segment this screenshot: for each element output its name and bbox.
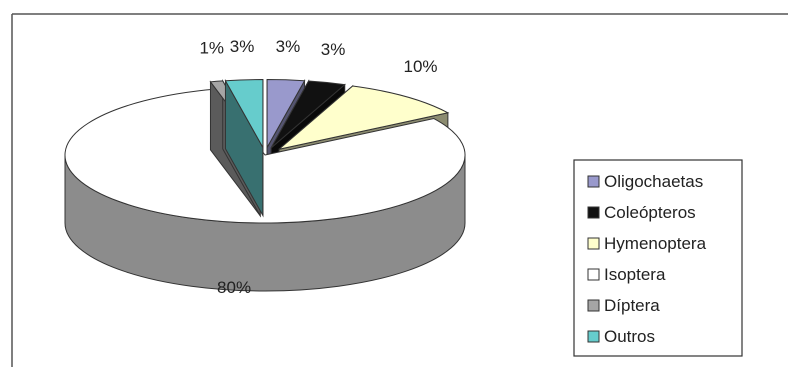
data-label-coleopteros: 3%	[321, 40, 346, 59]
legend-label-isoptera: Isoptera	[604, 265, 666, 284]
legend-label-oligochaetas: Oligochaetas	[604, 172, 703, 191]
legend-label-coleopteros: Coleópteros	[604, 203, 696, 222]
pie-slice-outros	[224, 78, 264, 218]
data-label-outros: 3%	[230, 37, 255, 56]
pie-slice-top-outros	[224, 79, 264, 150]
pie-slice-top-oligochaetas	[266, 79, 306, 150]
data-label-diptera: 1%	[199, 39, 224, 58]
data-label-isoptera: 80%	[217, 278, 251, 297]
pie-labels: 3% 3% 10% 80% 1% 3%	[199, 37, 437, 297]
data-label-oligochaetas: 3%	[276, 37, 301, 56]
legend-label-hymenoptera: Hymenoptera	[604, 234, 707, 253]
legend: Oligochaetas Coleópteros Hymenoptera Isopte…	[573, 159, 743, 357]
legend-swatch-hymenoptera	[587, 237, 600, 250]
legend-label-diptera: Díptera	[604, 296, 660, 315]
legend-swatch-oligochaetas	[587, 175, 600, 188]
plot-frame	[11, 13, 788, 367]
legend-label-outros: Outros	[604, 327, 655, 346]
pie-slices	[64, 78, 466, 292]
pie-slice-top-hymenoptera	[278, 85, 450, 150]
legend-swatch-diptera	[587, 299, 600, 312]
pie-slice-top-coleopteros	[270, 80, 346, 149]
legend-swatch-isoptera	[587, 268, 600, 281]
legend-swatch-outros	[587, 330, 600, 343]
legend-swatch-coleopteros	[587, 206, 600, 219]
data-label-hymenoptera: 10%	[404, 57, 438, 76]
pie-slice-isoptera	[64, 88, 466, 292]
legend-box	[573, 159, 743, 357]
pie-slice-top-isoptera	[64, 88, 466, 224]
